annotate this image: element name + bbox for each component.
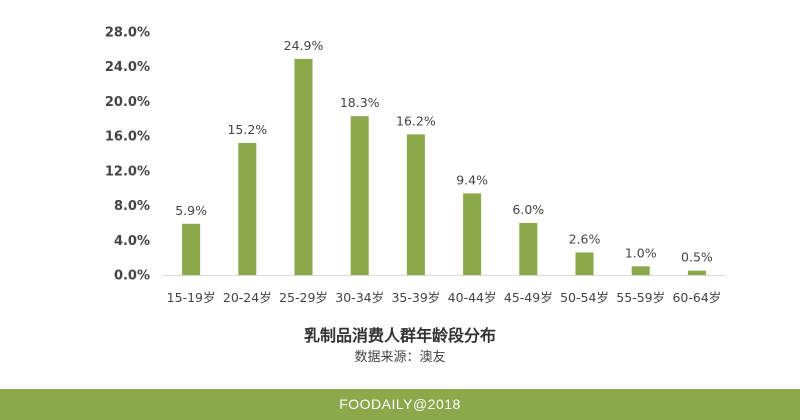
x-tick-label: 60-64岁	[672, 290, 721, 305]
x-tick-label: 55-59岁	[616, 290, 665, 305]
x-tick-label: 45-49岁	[504, 290, 553, 305]
y-axis: 0.0% 4.0% 8.0% 12.0% 16.0% 20.0% 24.0% 28.0%	[105, 26, 150, 284]
chart-title: 乳制品消费人群年龄段分布	[303, 326, 496, 345]
x-tick-label: 40-44岁	[448, 290, 497, 305]
y-tick-label: 12.0%	[105, 164, 150, 179]
y-tick-label: 20.0%	[105, 95, 150, 110]
bar	[687, 270, 706, 275]
data-label: 15.2%	[227, 122, 267, 137]
bar	[238, 143, 257, 275]
bar-chart: 0.0% 4.0% 8.0% 12.0% 16.0% 20.0% 24.0% 28.0% 5.…	[105, 26, 725, 305]
data-label: 9.4%	[456, 172, 488, 187]
bars	[182, 58, 706, 276]
chart-source: 数据来源：澳友	[354, 350, 446, 365]
x-axis: 15-19岁 20-24岁 25-29岁 30-34岁 35-39岁 40-44岁 45-4…	[163, 275, 725, 305]
bar	[406, 134, 425, 275]
y-tick-label: 0.0%	[114, 269, 150, 284]
x-tick-label: 15-19岁	[167, 290, 216, 305]
data-label: 2.6%	[569, 231, 601, 246]
y-tick-label: 16.0%	[105, 130, 150, 145]
bar	[294, 58, 313, 276]
y-tick-label: 24.0%	[105, 60, 150, 75]
data-label: 5.9%	[175, 203, 207, 218]
bar	[631, 266, 650, 275]
footer-banner: FOODAILY@2018	[0, 389, 800, 420]
x-tick-label: 20-24岁	[223, 290, 272, 305]
bar	[350, 116, 369, 275]
data-label: 24.9%	[284, 38, 324, 53]
data-label: 6.0%	[512, 202, 544, 217]
x-tick-label: 30-34岁	[335, 290, 384, 305]
bar	[463, 193, 482, 275]
data-label: 16.2%	[396, 113, 436, 128]
x-tick-label: 50-54岁	[560, 290, 609, 305]
data-labels: 5.9% 15.2% 24.9% 18.3% 16.2% 9.4% 6.0% 2.6% 1.0%…	[175, 38, 713, 265]
y-tick-label: 4.0%	[114, 234, 150, 249]
x-tick-label: 35-39岁	[391, 290, 440, 305]
data-label: 0.5%	[681, 250, 713, 265]
bar	[575, 252, 594, 275]
data-label: 18.3%	[340, 95, 380, 110]
y-tick-label: 28.0%	[105, 26, 150, 41]
bar	[182, 223, 201, 275]
data-label: 1.0%	[625, 245, 657, 260]
bar	[519, 222, 538, 275]
y-tick-label: 8.0%	[114, 199, 150, 214]
x-tick-label: 25-29岁	[279, 290, 328, 305]
